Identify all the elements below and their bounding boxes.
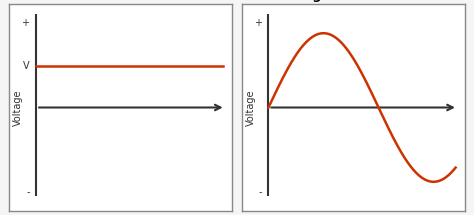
Text: -: - — [258, 187, 262, 197]
Text: V: V — [23, 61, 29, 71]
Text: +: + — [254, 18, 262, 28]
Text: Direct Current: Direct Current — [9, 0, 109, 2]
Text: +: + — [21, 18, 29, 28]
Text: Voltage: Voltage — [13, 89, 23, 126]
Text: -: - — [26, 187, 29, 197]
Text: Voltage: Voltage — [246, 89, 255, 126]
Text: Alternating Current: Alternating Current — [242, 0, 379, 2]
